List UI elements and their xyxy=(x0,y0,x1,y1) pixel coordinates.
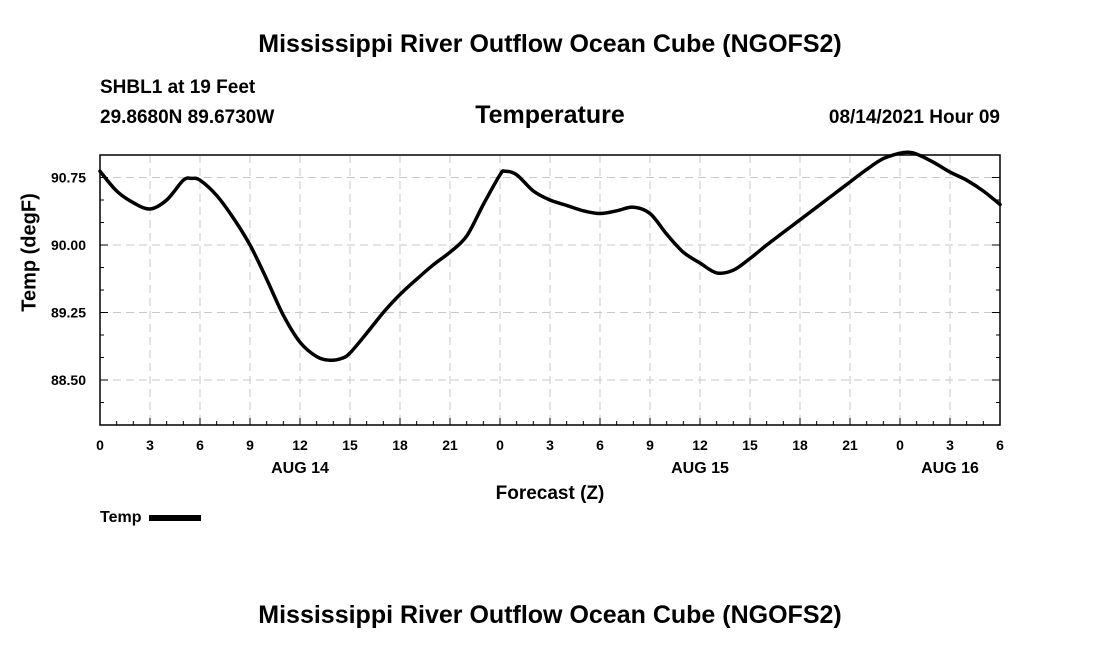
date-label: AUG 15 xyxy=(671,460,729,477)
chart-title-top: Mississippi River Outflow Ocean Cube (NG… xyxy=(258,30,842,58)
legend-label: Temp xyxy=(100,509,142,526)
x-tick-label: 21 xyxy=(842,437,858,453)
temp-series-line xyxy=(98,150,1002,363)
x-tick-label: 9 xyxy=(646,437,654,453)
x-tick-label: 6 xyxy=(596,437,604,453)
x-tick-label: 3 xyxy=(946,437,954,453)
grid-layer xyxy=(100,155,1000,425)
x-tick-label: 12 xyxy=(692,437,708,453)
date-label: AUG 14 xyxy=(271,460,329,477)
x-tick-label: 9 xyxy=(246,437,254,453)
y-tick-label: 89.25 xyxy=(51,305,86,321)
chart-subtitle: Temperature xyxy=(475,101,625,129)
x-tick-label: 18 xyxy=(792,437,808,453)
x-tick-label: 3 xyxy=(546,437,554,453)
y-tick-label: 90.75 xyxy=(51,170,86,186)
x-tick-label: 18 xyxy=(392,437,408,453)
x-tick-label: 0 xyxy=(896,437,904,453)
legend-swatch-temp xyxy=(149,515,202,521)
x-tick-label: 3 xyxy=(146,437,154,453)
x-tick-label: 21 xyxy=(442,437,458,453)
x-axis-label: Forecast (Z) xyxy=(495,483,605,504)
forecast-datetime: 08/14/2021 Hour 09 xyxy=(828,107,1000,128)
x-tick-label: 0 xyxy=(96,437,104,453)
x-tick-label: 0 xyxy=(496,437,504,453)
x-tick-label: 12 xyxy=(292,437,308,453)
station-label: SHBL1 at 19 Feet xyxy=(100,77,256,98)
chart-title-bottom: Mississippi River Outflow Ocean Cube (NG… xyxy=(258,601,842,629)
y-tick-label: 90.00 xyxy=(51,237,86,253)
station-coordinates: 29.8680N 89.6730W xyxy=(100,107,275,128)
y-tick-label: 88.50 xyxy=(51,372,86,388)
x-tick-label: 15 xyxy=(742,437,758,453)
date-label: AUG 16 xyxy=(921,460,979,477)
x-tick-label: 6 xyxy=(196,437,204,453)
x-tick-label: 6 xyxy=(996,437,1004,453)
plot-frame xyxy=(99,154,1001,426)
legend: Temp xyxy=(100,509,202,527)
axis-label-layer: 0 3 6 9 12 15 18 21 0 3 6 9 12 15 18 21 0 3 6 88.50 89.25 90.… xyxy=(51,170,1004,478)
x-tick-label: 15 xyxy=(342,437,358,453)
